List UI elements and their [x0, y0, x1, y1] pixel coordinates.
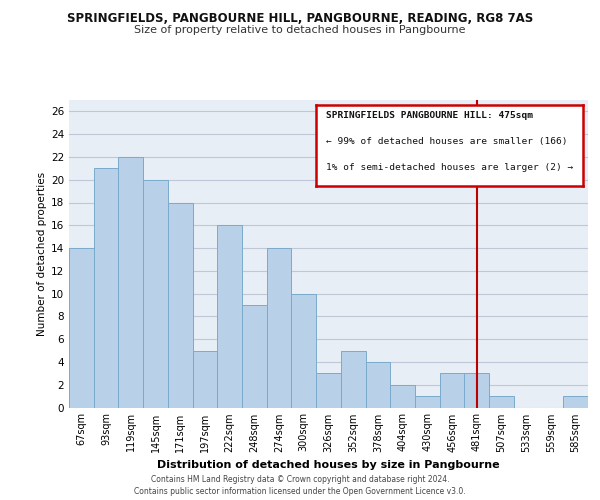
Bar	[242, 305, 267, 408]
Text: Contains HM Land Registry data © Crown copyright and database right 2024.
Contai: Contains HM Land Registry data © Crown c…	[134, 474, 466, 496]
Bar	[415, 396, 440, 407]
X-axis label: Distribution of detached houses by size in Pangbourne: Distribution of detached houses by size …	[157, 460, 500, 470]
Bar	[563, 396, 588, 407]
Bar	[390, 384, 415, 407]
Bar	[267, 248, 292, 408]
Bar	[292, 294, 316, 408]
Bar	[94, 168, 118, 408]
Bar	[464, 374, 489, 408]
Text: Size of property relative to detached houses in Pangbourne: Size of property relative to detached ho…	[134, 25, 466, 35]
Bar	[341, 350, 365, 408]
Bar	[440, 374, 464, 408]
Text: SPRINGFIELDS, PANGBOURNE HILL, PANGBOURNE, READING, RG8 7AS: SPRINGFIELDS, PANGBOURNE HILL, PANGBOURN…	[67, 12, 533, 26]
Bar	[489, 396, 514, 407]
Bar	[118, 157, 143, 407]
Bar	[316, 374, 341, 408]
Bar	[168, 202, 193, 408]
Bar	[143, 180, 168, 408]
Bar	[69, 248, 94, 408]
Bar	[365, 362, 390, 408]
Bar	[217, 226, 242, 408]
Y-axis label: Number of detached properties: Number of detached properties	[37, 172, 47, 336]
Bar	[193, 350, 217, 408]
